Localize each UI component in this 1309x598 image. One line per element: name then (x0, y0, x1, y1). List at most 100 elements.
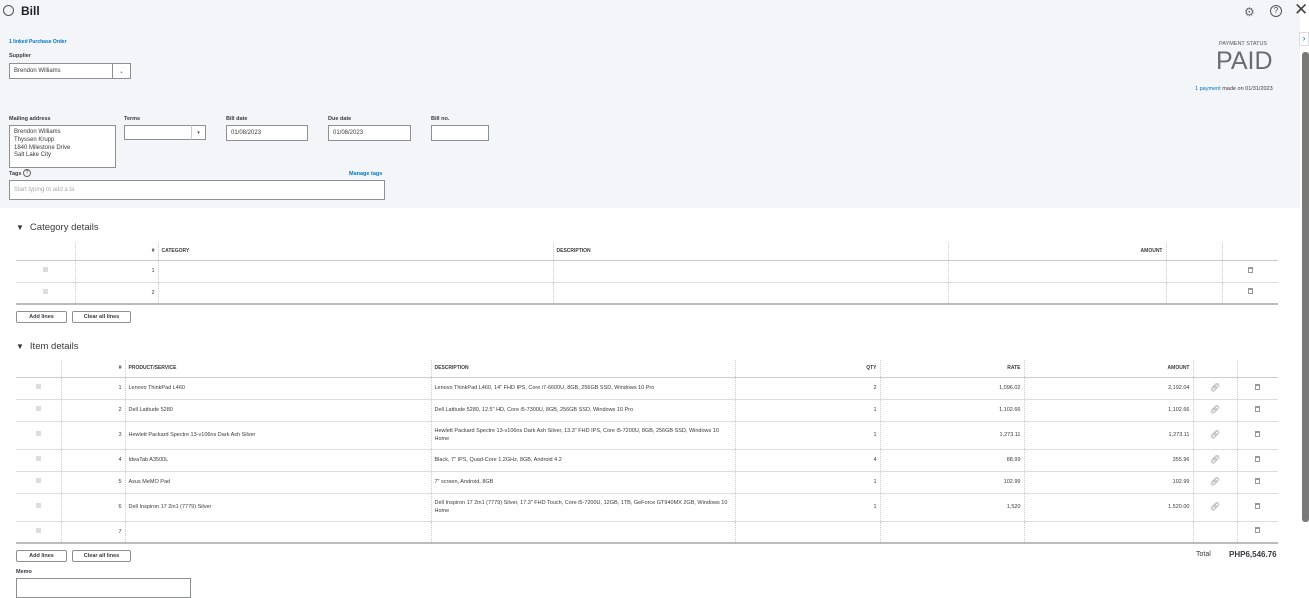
amount-cell[interactable]: 102.99 (1023, 471, 1193, 494)
rate-cell[interactable]: 1,273.11 (879, 421, 1024, 450)
supplier-select[interactable]: Brendon Williams (9, 63, 113, 79)
scrollbar[interactable] (1302, 52, 1309, 522)
terms-dropdown-icon[interactable]: ▾ (191, 125, 206, 140)
drag-handle-icon[interactable] (35, 503, 41, 508)
description-cell[interactable] (552, 282, 948, 305)
drag-handle-icon[interactable] (42, 267, 48, 272)
drag-handle-cell[interactable] (16, 493, 61, 522)
item-row[interactable]: 4 IdeaTab A3500L Black, 7" IPS, Quad-Core … (16, 449, 1278, 472)
delete-cell[interactable] (1236, 399, 1278, 422)
linked-purchase-order-link[interactable]: 1 linked Purchase Order (9, 39, 67, 45)
amount-cell[interactable]: 1,520.00 (1023, 493, 1193, 522)
drag-handle-icon[interactable] (35, 478, 41, 483)
item-clear-lines-button[interactable]: Clear all lines (72, 550, 131, 562)
bill-no-input[interactable] (431, 125, 489, 141)
terms-select[interactable] (124, 125, 192, 140)
link-cell[interactable] (1192, 521, 1237, 544)
qty-cell[interactable]: 1 (734, 399, 880, 422)
recent-history-icon[interactable] (3, 5, 14, 16)
rate-cell[interactable]: 1,520 (879, 493, 1024, 522)
drag-handle-cell[interactable] (16, 449, 61, 472)
rate-cell[interactable]: 88.99 (879, 449, 1024, 472)
payment-link[interactable]: 1 payment (1195, 86, 1221, 92)
item-row[interactable]: 5 Asus MeMO Pad 7" screen, Android, 8GB 1 10… (16, 471, 1278, 494)
blank-cell[interactable] (1165, 260, 1222, 283)
delete-cell[interactable] (1236, 521, 1278, 544)
item-add-lines-button[interactable]: Add lines (16, 550, 67, 562)
link-chain-icon[interactable]: 🔗︎ (1209, 454, 1221, 464)
link-chain-icon[interactable]: 🔗︎ (1209, 501, 1221, 511)
due-date-input[interactable]: 01/08/2023 (328, 125, 411, 141)
qty-cell[interactable]: 2 (734, 377, 880, 400)
link-cell[interactable]: 🔗︎ (1192, 377, 1237, 400)
supplier-dropdown-chevron-icon[interactable]: ⌄ (112, 63, 131, 79)
qty-cell[interactable]: 1 (734, 471, 880, 494)
trash-icon[interactable] (1255, 502, 1261, 509)
delete-cell[interactable] (1221, 282, 1278, 305)
trash-icon[interactable] (1247, 288, 1253, 295)
link-cell[interactable]: 🔗︎ (1192, 449, 1237, 472)
link-chain-icon[interactable]: 🔗︎ (1209, 404, 1221, 414)
link-cell[interactable]: 🔗︎ (1192, 493, 1237, 522)
link-chain-icon[interactable]: 🔗︎ (1209, 476, 1221, 486)
category-clear-lines-button[interactable]: Clear all lines (72, 311, 131, 323)
tags-help-icon[interactable]: ? (23, 169, 31, 177)
description-cell[interactable]: Hewlett Packard Spectre 13-v106ns Dark A… (430, 421, 735, 450)
blank-cell[interactable] (1165, 282, 1222, 305)
product-cell[interactable]: Hewlett Packard Spectre 13-v106ns Dark A… (124, 421, 431, 450)
delete-cell[interactable] (1236, 421, 1278, 450)
memo-input[interactable] (16, 578, 191, 598)
category-row[interactable]: 1 (16, 260, 1278, 283)
drag-handle-cell[interactable] (16, 421, 61, 450)
link-chain-icon[interactable]: 🔗︎ (1209, 429, 1221, 439)
sidebar-expand-button[interactable]: › (1299, 32, 1309, 46)
rate-cell[interactable] (879, 521, 1024, 544)
qty-cell[interactable] (734, 521, 880, 544)
amount-cell[interactable]: 1,102.66 (1023, 399, 1193, 422)
drag-handle-cell[interactable] (16, 377, 61, 400)
product-cell[interactable]: IdeaTab A3500L (124, 449, 431, 472)
link-cell[interactable]: 🔗︎ (1192, 421, 1237, 450)
link-cell[interactable]: 🔗︎ (1192, 471, 1237, 494)
trash-icon[interactable] (1255, 430, 1261, 437)
description-cell[interactable] (552, 260, 948, 283)
trash-icon[interactable] (1255, 405, 1261, 412)
qty-cell[interactable]: 1 (734, 421, 880, 450)
description-cell[interactable]: Black, 7" IPS, Quad-Core 1.2GHz, 8GB, An… (430, 449, 735, 472)
settings-gear-icon[interactable]: ⚙ (1244, 5, 1255, 19)
item-row[interactable]: 7 (16, 521, 1278, 544)
close-icon[interactable]: ✕ (1294, 0, 1309, 19)
product-cell[interactable] (124, 521, 431, 544)
item-row[interactable]: 2 Dell Latitude 5280 Dell Latitude 5280, 1… (16, 399, 1278, 422)
tags-input[interactable]: Start typing to add a ta (9, 180, 385, 200)
description-cell[interactable] (430, 521, 735, 544)
trash-icon[interactable] (1255, 477, 1261, 484)
drag-handle-cell[interactable] (16, 260, 75, 283)
amount-cell[interactable]: 1,273.11 (1023, 421, 1193, 450)
amount-cell[interactable] (947, 260, 1166, 283)
description-cell[interactable]: Dell Latitude 5280, 12.5" HD, Core i5-73… (430, 399, 735, 422)
drag-handle-icon[interactable] (35, 406, 41, 411)
amount-cell[interactable] (1023, 521, 1193, 544)
delete-cell[interactable] (1236, 449, 1278, 472)
product-cell[interactable]: Lenovo ThinkPad L460 (124, 377, 431, 400)
drag-handle-cell[interactable] (16, 521, 61, 544)
drag-handle-icon[interactable] (35, 384, 41, 389)
category-row[interactable]: 2 (16, 282, 1278, 305)
amount-cell[interactable]: 355.96 (1023, 449, 1193, 472)
rate-cell[interactable]: 1,102.66 (879, 399, 1024, 422)
drag-handle-icon[interactable] (42, 288, 48, 294)
drag-handle-cell[interactable] (16, 471, 61, 494)
amount-cell[interactable] (947, 282, 1166, 305)
delete-cell[interactable] (1236, 493, 1278, 522)
delete-cell[interactable] (1236, 377, 1278, 400)
category-details-toggle[interactable]: ▼ Category details (16, 222, 99, 233)
product-cell[interactable]: Dell Latitude 5280 (124, 399, 431, 422)
help-icon[interactable]: ? (1270, 5, 1282, 17)
product-cell[interactable]: Dell Inspiron 17 2in1 (7779) Silver (124, 493, 431, 522)
manage-tags-link[interactable]: Manage tags (349, 171, 383, 177)
drag-handle-icon[interactable] (35, 527, 41, 533)
trash-icon[interactable] (1255, 527, 1261, 534)
description-cell[interactable]: 7" screen, Android, 8GB (430, 471, 735, 494)
delete-cell[interactable] (1221, 260, 1278, 283)
